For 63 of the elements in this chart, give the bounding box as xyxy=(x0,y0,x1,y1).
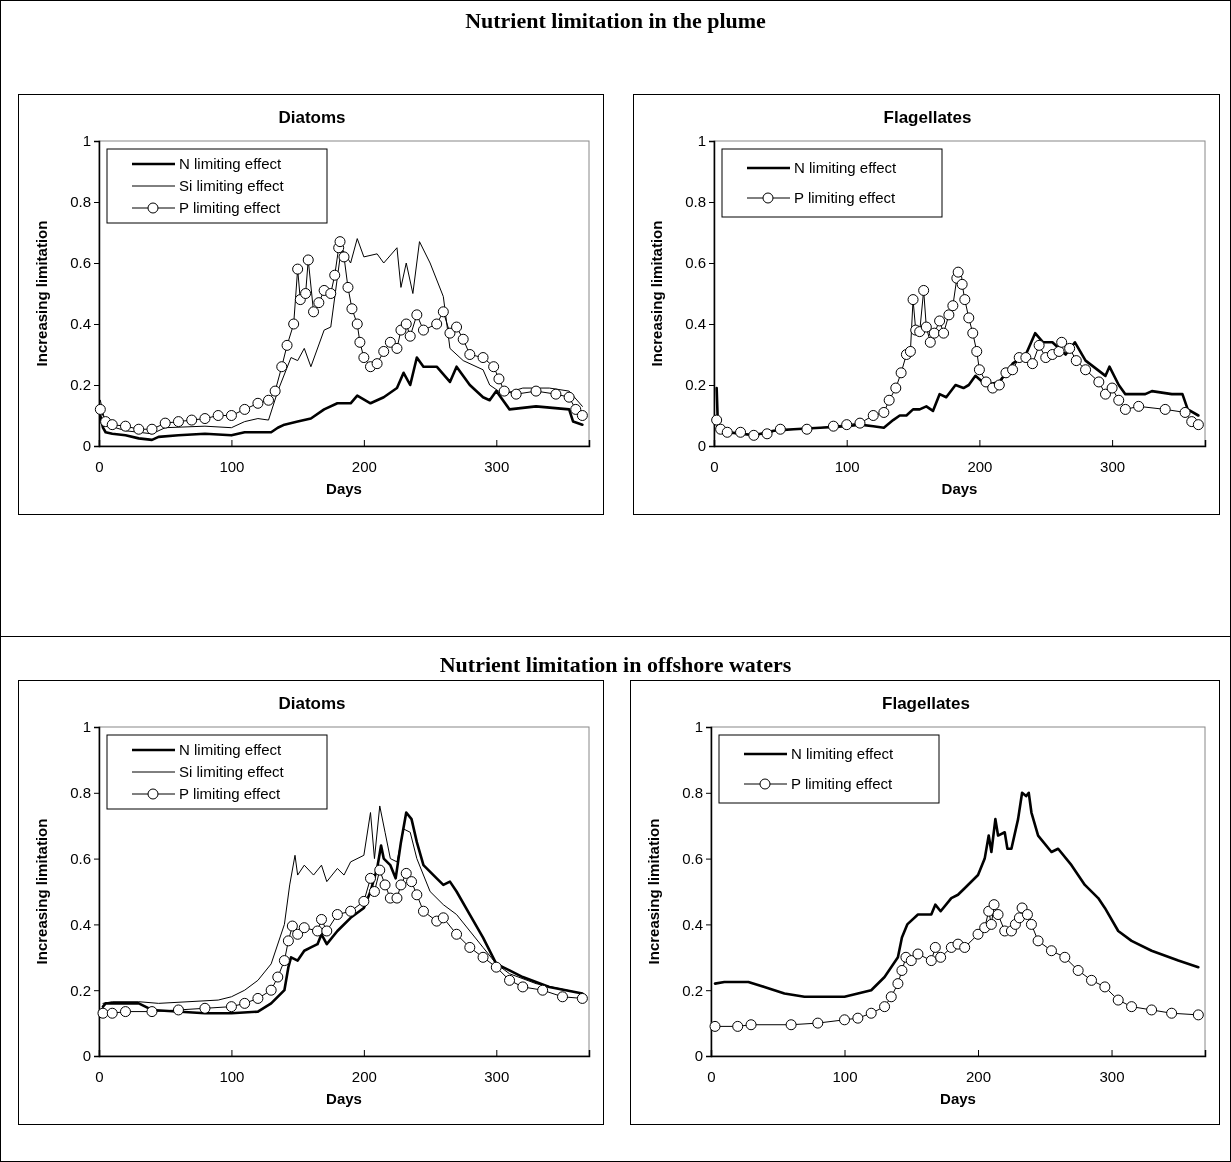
y-tick-label: 1 xyxy=(694,718,703,736)
x-tick-label: 100 xyxy=(832,1067,858,1085)
legend-label: P limiting effect xyxy=(179,199,281,217)
legend-label: N limiting effect xyxy=(179,155,283,173)
chart-title: Diatoms xyxy=(278,108,346,127)
y-tick-label: 0 xyxy=(697,437,706,455)
x-tick-label: 0 xyxy=(95,457,104,475)
y-tick-label: 0.6 xyxy=(685,254,706,272)
chart-title: Diatoms xyxy=(278,694,346,713)
y-axis-title: Increasing limitation xyxy=(33,220,50,367)
y-tick-label: 1 xyxy=(82,718,91,736)
text: Nutrient limitation in offshore waters xyxy=(438,652,793,678)
x-axis-title: Days xyxy=(941,480,978,497)
legend-label: N limiting effect xyxy=(794,159,898,177)
y-tick-label: 0.6 xyxy=(682,849,703,867)
y-tick-label: 0.4 xyxy=(682,915,703,933)
x-tick-label: 200 xyxy=(351,1067,377,1085)
y-tick-label: 0.2 xyxy=(685,376,706,394)
x-tick-label: 200 xyxy=(967,457,993,475)
y-tick-label: 1 xyxy=(82,132,91,150)
legend-label: N limiting effect xyxy=(791,745,895,763)
y-axis-title: Increasing limitation xyxy=(648,220,665,367)
y-axis-title: Increasing limitation xyxy=(33,818,50,965)
y-tick-label: 0.6 xyxy=(70,254,91,272)
x-axis-title: Days xyxy=(940,1090,976,1107)
legend-label: P limiting effect xyxy=(179,785,281,803)
x-tick-label: 100 xyxy=(219,1067,245,1085)
x-tick-label: 100 xyxy=(219,457,245,475)
x-tick-label: 200 xyxy=(966,1067,992,1085)
legend-label: Si limiting effect xyxy=(179,177,285,195)
y-tick-label: 0.6 xyxy=(70,849,91,867)
y-tick-label: 0.4 xyxy=(685,315,706,333)
y-tick-label: 0.4 xyxy=(70,915,91,933)
y-tick-label: 0.4 xyxy=(70,315,91,333)
x-axis-title: Days xyxy=(326,1090,362,1107)
chart-title: Flagellates xyxy=(882,694,970,713)
y-tick-label: 0 xyxy=(82,1047,91,1065)
legend-label: P limiting effect xyxy=(791,775,893,793)
y-tick-label: 0.8 xyxy=(70,193,91,211)
y-tick-label: 0 xyxy=(82,437,91,455)
y-tick-label: 0.2 xyxy=(70,981,91,999)
x-tick-label: 200 xyxy=(351,457,377,475)
x-tick-label: 300 xyxy=(1100,457,1126,475)
x-tick-label: 300 xyxy=(1099,1067,1125,1085)
y-tick-label: 0.2 xyxy=(682,981,703,999)
chart-title: Flagellates xyxy=(883,108,972,127)
legend-label: P limiting effect xyxy=(794,189,896,207)
y-axis-title: Increasing limitation xyxy=(645,818,662,965)
y-tick-label: 0 xyxy=(694,1047,703,1065)
x-tick-label: 300 xyxy=(484,1067,510,1085)
y-tick-label: 0.2 xyxy=(70,376,91,394)
y-tick-label: 0.8 xyxy=(682,784,703,802)
x-tick-label: 0 xyxy=(710,457,719,475)
x-axis-title: Days xyxy=(326,480,362,497)
x-tick-label: 300 xyxy=(484,457,510,475)
legend-label: N limiting effect xyxy=(179,741,283,759)
x-tick-label: 100 xyxy=(834,457,860,475)
text: Nutrient limitation in the plume xyxy=(464,8,767,34)
y-tick-label: 0.8 xyxy=(70,784,91,802)
x-tick-label: 0 xyxy=(95,1067,104,1085)
y-tick-label: 0.8 xyxy=(685,193,706,211)
legend-label: Si limiting effect xyxy=(179,763,285,781)
y-tick-label: 1 xyxy=(697,132,706,150)
